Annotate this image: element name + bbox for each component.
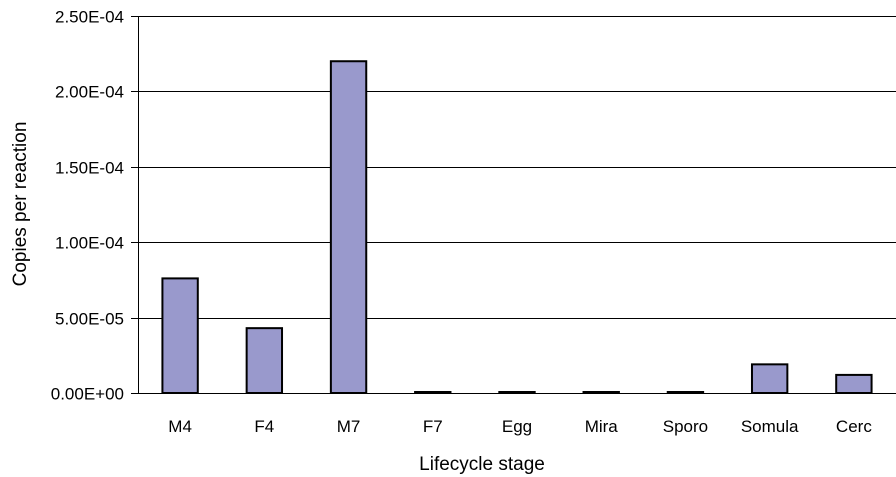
bar-mira	[582, 391, 620, 394]
x-tick-label: Egg	[502, 417, 532, 436]
x-tick-label: M7	[337, 417, 361, 436]
x-tick-label: Sporo	[663, 417, 708, 436]
y-axis-title: Copies per reaction	[10, 122, 31, 287]
x-axis-title: Lifecycle stage	[419, 454, 545, 475]
bar-m7	[329, 60, 368, 395]
y-tick-label: 1.50E-04	[55, 159, 124, 178]
bars	[161, 60, 873, 395]
y-tick-label: 0.00E+00	[51, 385, 124, 404]
x-tick-label: Cerc	[836, 417, 872, 436]
bar-egg	[498, 391, 536, 394]
y-tick-label: 2.50E-04	[55, 8, 124, 27]
x-tick-labels: M4 F4 M7 F7 Egg Mira Sporo Somula Cerc	[168, 417, 872, 436]
x-tick-label: Somula	[741, 417, 799, 436]
x-tick-label: F7	[423, 417, 443, 436]
bar-sporo	[666, 391, 705, 394]
bar-f7	[414, 391, 452, 394]
gridlines	[131, 16, 896, 394]
x-tick-label: F4	[254, 417, 274, 436]
bar-somula	[750, 363, 789, 394]
bar-f4	[245, 327, 284, 395]
x-tick-label: M4	[168, 417, 192, 436]
y-tick-label: 5.00E-05	[55, 310, 124, 329]
bar-cerc	[835, 373, 873, 394]
axes	[138, 16, 896, 394]
y-tick-label: 2.00E-04	[55, 83, 124, 102]
y-tick-labels: 0.00E+00 5.00E-05 1.00E-04 1.50E-04 2.00E-04…	[51, 8, 124, 404]
x-tick-label: Mira	[585, 417, 619, 436]
bar-m4	[161, 277, 199, 394]
y-tick-label: 1.00E-04	[55, 234, 124, 253]
